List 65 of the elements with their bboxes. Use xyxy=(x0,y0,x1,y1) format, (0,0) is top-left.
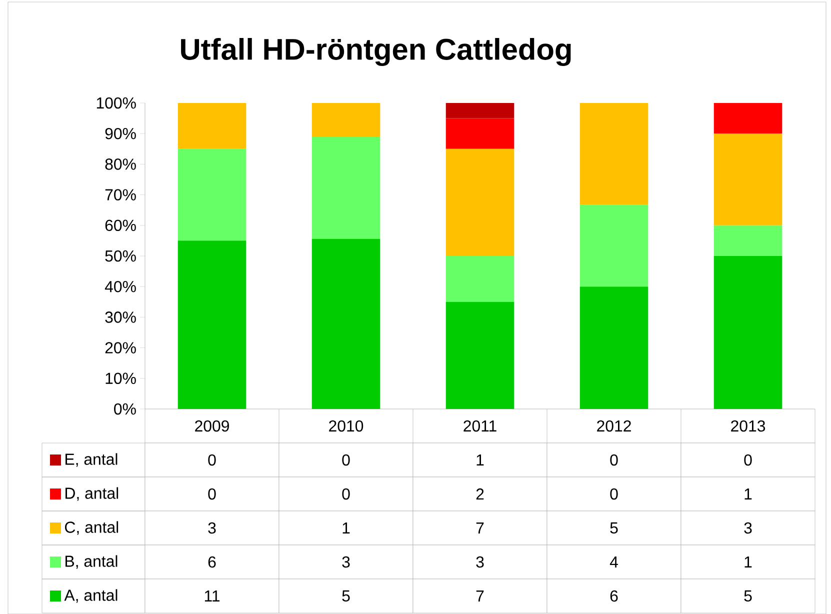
data-label: 0 xyxy=(342,454,350,466)
bar xyxy=(178,102,246,149)
bar xyxy=(714,225,782,256)
data-label: 3 xyxy=(476,556,484,568)
x-tick-label: 2012 xyxy=(597,420,631,432)
y-tick-label: 30% xyxy=(105,311,136,323)
data-label: 1 xyxy=(476,454,484,466)
y-tick-label: 80% xyxy=(105,158,136,170)
data-label: 2 xyxy=(476,488,484,500)
y-tick-label: 90% xyxy=(105,128,136,140)
y-tick-label: 40% xyxy=(104,280,136,292)
bar xyxy=(714,256,782,409)
bar xyxy=(446,118,514,149)
data-label: 4 xyxy=(610,556,618,568)
data-label: 11 xyxy=(204,590,220,602)
x-tick-label: 2010 xyxy=(329,420,364,432)
data-label: 1 xyxy=(342,522,350,534)
y-tick-label: 20% xyxy=(105,342,136,354)
legend-label: A, antal xyxy=(64,589,118,603)
data-label: 0 xyxy=(342,488,350,500)
bar xyxy=(446,102,514,118)
bar xyxy=(580,204,648,286)
data-label: 6 xyxy=(208,556,216,568)
data-label: 3 xyxy=(744,522,752,534)
bar xyxy=(714,133,782,226)
data-label: 5 xyxy=(342,590,350,602)
data-label: 7 xyxy=(476,522,484,534)
x-tick-label: 2009 xyxy=(195,420,229,432)
data-label: 0 xyxy=(744,454,752,466)
bar xyxy=(714,102,782,134)
bar xyxy=(178,240,246,409)
y-tick-label: 70% xyxy=(105,189,136,200)
bar xyxy=(580,102,648,205)
data-label: 3 xyxy=(208,522,216,534)
bar xyxy=(178,148,246,241)
y-tick-label: 60% xyxy=(105,220,136,231)
y-tick-label: 0% xyxy=(114,403,136,415)
data-label: 0 xyxy=(208,454,216,466)
legend-label: D, antal xyxy=(66,487,118,501)
bar xyxy=(312,136,380,239)
data-label: 7 xyxy=(476,590,484,602)
bar xyxy=(312,238,380,409)
y-tick-label: 50% xyxy=(105,250,136,262)
data-label: 0 xyxy=(208,488,216,500)
x-tick-label: 2011 xyxy=(464,420,496,432)
data-label: 5 xyxy=(610,522,618,534)
bar xyxy=(446,256,514,302)
data-label: 0 xyxy=(610,454,618,466)
bar xyxy=(580,286,648,409)
x-tick-label: 2013 xyxy=(731,420,766,432)
bar xyxy=(312,102,380,137)
data-label: 6 xyxy=(610,590,618,602)
y-tick-label: 10% xyxy=(106,372,136,384)
data-label: 1 xyxy=(744,556,752,568)
y-tick-label: 100% xyxy=(96,97,136,109)
chart-title: Utfall HD-röntgen Cattledog xyxy=(181,38,571,66)
legend-label: C, antal xyxy=(65,521,118,535)
data-label: 3 xyxy=(342,556,350,568)
bar xyxy=(446,302,514,409)
bar xyxy=(446,148,514,256)
data-label: 5 xyxy=(744,590,752,602)
legend-label: B, antal xyxy=(66,555,118,569)
data-label: 0 xyxy=(610,488,618,500)
data-label: 1 xyxy=(744,488,752,500)
legend-label: E, antal xyxy=(66,453,118,467)
